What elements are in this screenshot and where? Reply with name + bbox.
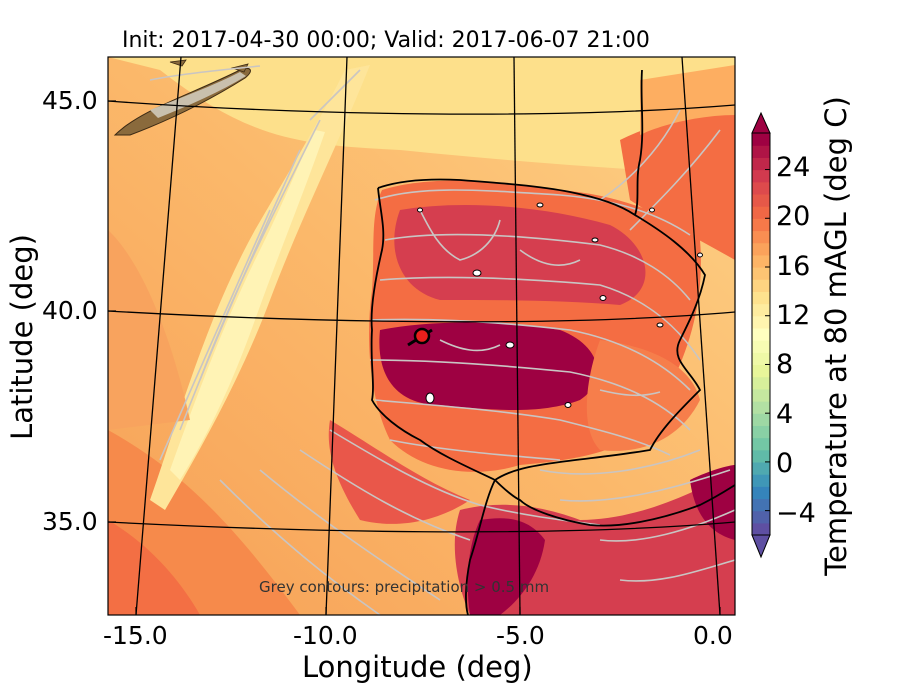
terrain-small (169, 59, 187, 67)
terrain-patch-light (150, 72, 246, 118)
lakes (417, 202, 703, 408)
lat-tick-40: 40.0 (42, 296, 98, 325)
colorbar-swatch (752, 267, 770, 280)
colorbar-swatch (752, 230, 770, 244)
colorbar (751, 111, 771, 559)
meridian-neg15 (135, 57, 182, 615)
colorbar-swatch (752, 133, 770, 146)
colorbar-swatch (752, 388, 770, 402)
cool-plume-core (170, 130, 325, 480)
map-frame (107, 56, 736, 616)
strait-warm-band (328, 420, 470, 524)
colorbar-swatch (752, 449, 770, 463)
coastline (370, 69, 735, 615)
precipitation-note: Grey contours: precipitation > 0.5 mm (259, 578, 550, 596)
cb-tick-neg4: −4 (776, 498, 816, 529)
lon-tick-neg15: -15.0 (103, 621, 168, 650)
northeast-mild (640, 65, 735, 135)
station-marker (413, 327, 431, 345)
colorbar-swatch (752, 145, 770, 158)
lat-tick-35: 35.0 (42, 507, 98, 536)
x-axis-label: Longitude (deg) (302, 650, 533, 684)
colorbar-swatch (752, 327, 770, 341)
colorbar-extend-min (751, 534, 771, 559)
colorbar-swatch (752, 181, 770, 195)
colorbar-swatch (752, 291, 770, 305)
y-axis-label: Latitude (deg) (5, 234, 39, 440)
cb-tick-24: 24 (776, 152, 811, 183)
iberia-southwest-hottest (379, 322, 598, 410)
colorbar-swatch (752, 498, 770, 512)
map-plot-area (108, 57, 735, 615)
parallel-45 (108, 100, 735, 115)
cb-tick-8: 8 (776, 349, 794, 380)
colorbar-extend-max (751, 111, 771, 134)
colorbar-swatch (752, 352, 770, 366)
cb-tick-20: 20 (776, 201, 811, 232)
north-africa-hottest (467, 518, 545, 615)
colorbar-swatch (752, 315, 770, 329)
colorbar-swatch (752, 218, 770, 232)
colorbar-swatch (752, 364, 770, 378)
lon-tick-neg5: -5.0 (496, 621, 545, 650)
colorbar-swatch (752, 401, 770, 414)
colorbar-swatch (752, 193, 770, 207)
lon-tick-neg10: -10.0 (293, 621, 358, 650)
lon-tick-0: 0.0 (693, 621, 733, 650)
lat-tick-45: 45.0 (42, 86, 98, 115)
colorbar-swatch (752, 242, 770, 256)
colorbar-swatch (752, 522, 770, 536)
colorbar-tick-marks (765, 169, 770, 512)
warm-mid-atlantic (108, 230, 190, 430)
cb-tick-16: 16 (776, 251, 811, 282)
colorbar-swatch (752, 486, 770, 500)
parallel-35 (108, 521, 735, 533)
precipitation-contours (149, 65, 735, 615)
cb-tick-12: 12 (776, 300, 811, 331)
graticule (108, 57, 735, 615)
colorbar-swatch (752, 254, 770, 268)
tick-marks (108, 100, 721, 615)
colorbar-swatch (752, 206, 770, 219)
colorbar-swatch (752, 461, 770, 475)
colorbar-swatch (752, 474, 770, 487)
colorbar-swatch (752, 437, 770, 451)
meridian-0 (681, 57, 721, 615)
parallel-40 (108, 310, 735, 323)
colorbar-swatch (752, 510, 770, 524)
colorbar-outline (751, 132, 771, 536)
colorbar-swatch (752, 279, 770, 292)
colorbar-swatch (752, 413, 770, 426)
figure-title: Init: 2017-04-30 00:00; Valid: 2017-06-0… (122, 28, 650, 53)
warm-southwest-band-inner (108, 520, 200, 615)
cool-northern-band (108, 57, 735, 175)
colorbar-swatch (752, 340, 770, 353)
colorbar-label: Temperature at 80 mAGL (deg C) (819, 96, 853, 576)
colorbar-swatch (752, 157, 770, 171)
colorbar-swatch (752, 169, 770, 183)
colorbar-swatch (752, 303, 770, 317)
colorbar-swatch (752, 376, 770, 390)
cb-tick-4: 4 (776, 399, 794, 430)
iberia-north-hot (394, 205, 646, 305)
meridian-neg5 (513, 57, 521, 615)
cb-tick-0: 0 (776, 448, 794, 479)
colorbar-swatch (752, 425, 770, 439)
meridian-neg10 (325, 57, 348, 615)
